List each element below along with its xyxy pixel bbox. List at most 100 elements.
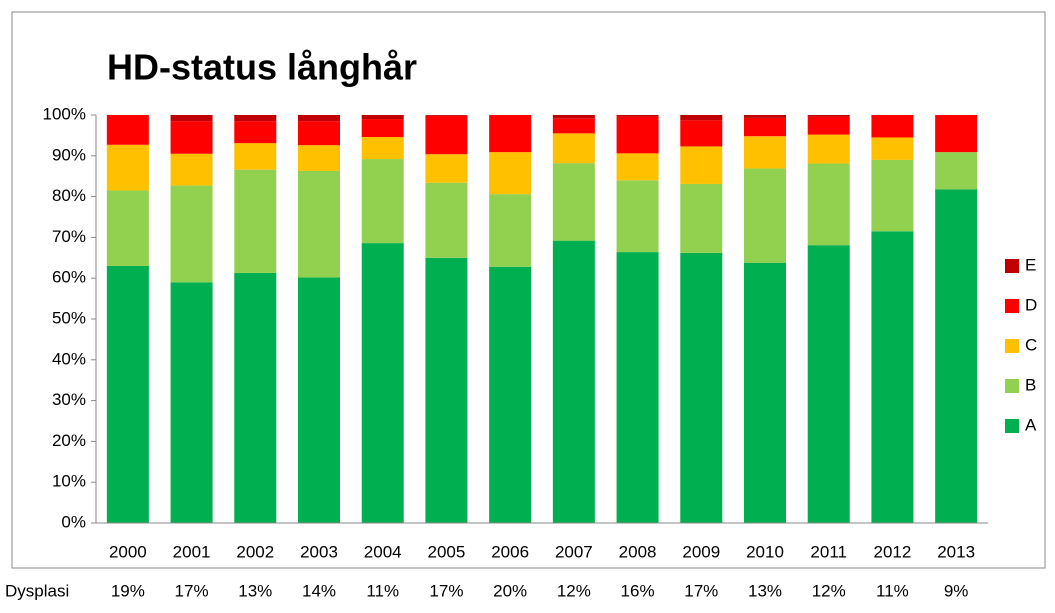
bar-segment [298,170,340,278]
bar-segment [552,115,595,119]
x-tick-label: 2010 [746,542,784,561]
row-value: 12% [812,581,846,600]
bar-segment [616,252,659,523]
bar-segment [425,115,468,116]
bar-segment [871,159,914,232]
bar-segment [361,159,404,244]
bar-segment [616,153,659,181]
bar-segment [425,182,468,258]
row-value: 17% [175,581,209,600]
row-value: 16% [621,581,655,600]
x-tick-label: 2001 [173,542,211,561]
bar-segment [106,115,149,145]
bar-segment [807,134,850,164]
bar-segment [361,115,404,120]
bar-segment [298,145,340,171]
x-tick-label: 2003 [300,542,338,561]
row-value: 20% [493,581,527,600]
bar-segment [935,115,978,153]
bar-segment [680,183,723,253]
x-tick-label: 2008 [619,542,657,561]
y-tick-label: 40% [52,349,86,368]
legend-swatch [1005,259,1019,273]
bar-segment [935,189,978,524]
bar-segment [234,169,277,273]
legend-label: C [1025,335,1037,354]
row-value: 17% [429,581,463,600]
bar-segment [552,163,595,241]
bar-segment [871,231,914,523]
bar-segment [744,117,786,137]
bar-segment [489,152,532,195]
row-value: 12% [557,581,591,600]
row-value: 19% [111,581,145,600]
bar-segment [106,190,149,266]
row-label: Dysplasi [5,581,69,600]
bar-segment [170,153,213,186]
bar-segment [552,118,595,134]
bar-segment [234,115,277,122]
chart-title: HD-status långhår [107,47,417,88]
x-tick-label: 2013 [937,542,975,561]
x-tick-label: 2009 [682,542,720,561]
bar-segment [489,266,532,523]
bar-segment [616,116,659,154]
legend-swatch [1005,419,1019,433]
y-tick-label: 100% [43,104,86,123]
bar-segment [361,137,404,160]
y-tick-label: 60% [52,268,86,287]
legend-swatch [1005,379,1019,393]
bar-segment [170,185,213,283]
bar-segment [106,265,149,523]
y-tick-label: 80% [52,186,86,205]
row-value: 11% [876,581,909,600]
y-tick-label: 70% [52,227,86,246]
bar-segment [361,119,404,138]
bar-segment [106,144,149,191]
y-tick-label: 0% [61,512,86,531]
bar-segment [744,136,786,169]
bar-segment [234,143,277,170]
bar-segment [170,121,213,154]
x-tick-label: 2005 [428,542,466,561]
bar-segment [807,245,850,524]
bar-segment [680,120,723,147]
legend-label: D [1025,295,1037,314]
bar-segment [170,115,213,122]
bar-segment [807,115,850,117]
bar-segment [489,115,532,153]
legend-swatch [1005,299,1019,313]
legend-swatch [1005,339,1019,353]
bar-segment [807,116,850,135]
y-tick-label: 90% [52,145,86,164]
bar-segment [361,243,404,523]
bar-segment [552,133,595,164]
bar-segment [425,154,468,183]
y-tick-label: 50% [52,308,86,327]
x-tick-label: 2007 [555,542,593,561]
bar-segment [807,163,850,246]
bar-segment [234,121,277,144]
bar-segment [552,240,595,523]
bar-segment [680,115,723,121]
row-value: 13% [238,581,272,600]
bar-segment [680,252,723,524]
bar-segment [298,115,340,122]
x-tick-label: 2004 [364,542,402,561]
legend-label: E [1025,255,1036,274]
y-tick-label: 20% [52,431,86,450]
bar-segment [744,115,786,118]
bar-segment [298,277,340,523]
row-value: 9% [944,581,969,600]
bar-segment [871,115,914,138]
y-tick-label: 30% [52,390,86,409]
bar-segment [871,137,914,160]
bar-segment [616,180,659,253]
y-tick-label: 10% [52,472,86,491]
bar-segment [744,262,786,523]
legend-label: A [1025,415,1037,434]
x-tick-label: 2002 [236,542,274,561]
bar-segment [298,121,340,146]
bar-segment [935,152,978,190]
